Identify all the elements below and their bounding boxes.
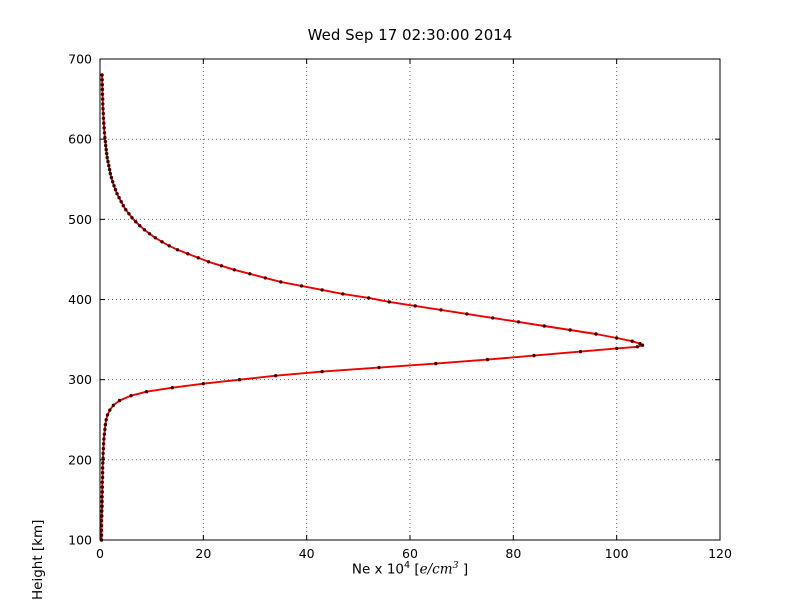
svg-text:200: 200 xyxy=(68,452,92,467)
svg-text:500: 500 xyxy=(68,212,92,227)
x-axis-label-bracket-open: [ xyxy=(410,561,420,578)
svg-text:40: 40 xyxy=(299,546,315,561)
y-tick-labels: 100 200 300 400 500 600 700 xyxy=(68,52,92,548)
x-axis-label: Ne x 104 [e/cm3 ] xyxy=(100,560,720,578)
x-axis-label-unit: e/cm xyxy=(419,561,453,578)
tick-marks xyxy=(99,58,721,541)
svg-text:120: 120 xyxy=(708,546,732,561)
svg-text:20: 20 xyxy=(195,546,211,561)
svg-text:80: 80 xyxy=(505,546,521,561)
svg-text:600: 600 xyxy=(68,132,92,147)
svg-text:300: 300 xyxy=(68,372,92,387)
x-axis-label-prefix: Ne x 10 xyxy=(351,561,405,578)
svg-text:100: 100 xyxy=(605,546,629,561)
x-axis-label-bracket-close: ] xyxy=(458,561,469,578)
svg-text:0: 0 xyxy=(96,546,104,561)
chart-title: Wed Sep 17 02:30:00 2014 xyxy=(307,26,513,44)
x-axis-label-exponent: 4 xyxy=(404,560,411,571)
ne-profile-markers xyxy=(99,73,645,542)
svg-text:100: 100 xyxy=(68,533,92,548)
svg-text:60: 60 xyxy=(402,546,418,561)
svg-text:400: 400 xyxy=(68,292,92,307)
svg-text:700: 700 xyxy=(68,52,92,67)
y-axis-label: Height [km] xyxy=(30,519,46,600)
x-axis-label-unit-exponent: 3 xyxy=(452,560,459,571)
x-tick-labels: 0 20 40 60 80 100 120 xyxy=(96,546,732,561)
